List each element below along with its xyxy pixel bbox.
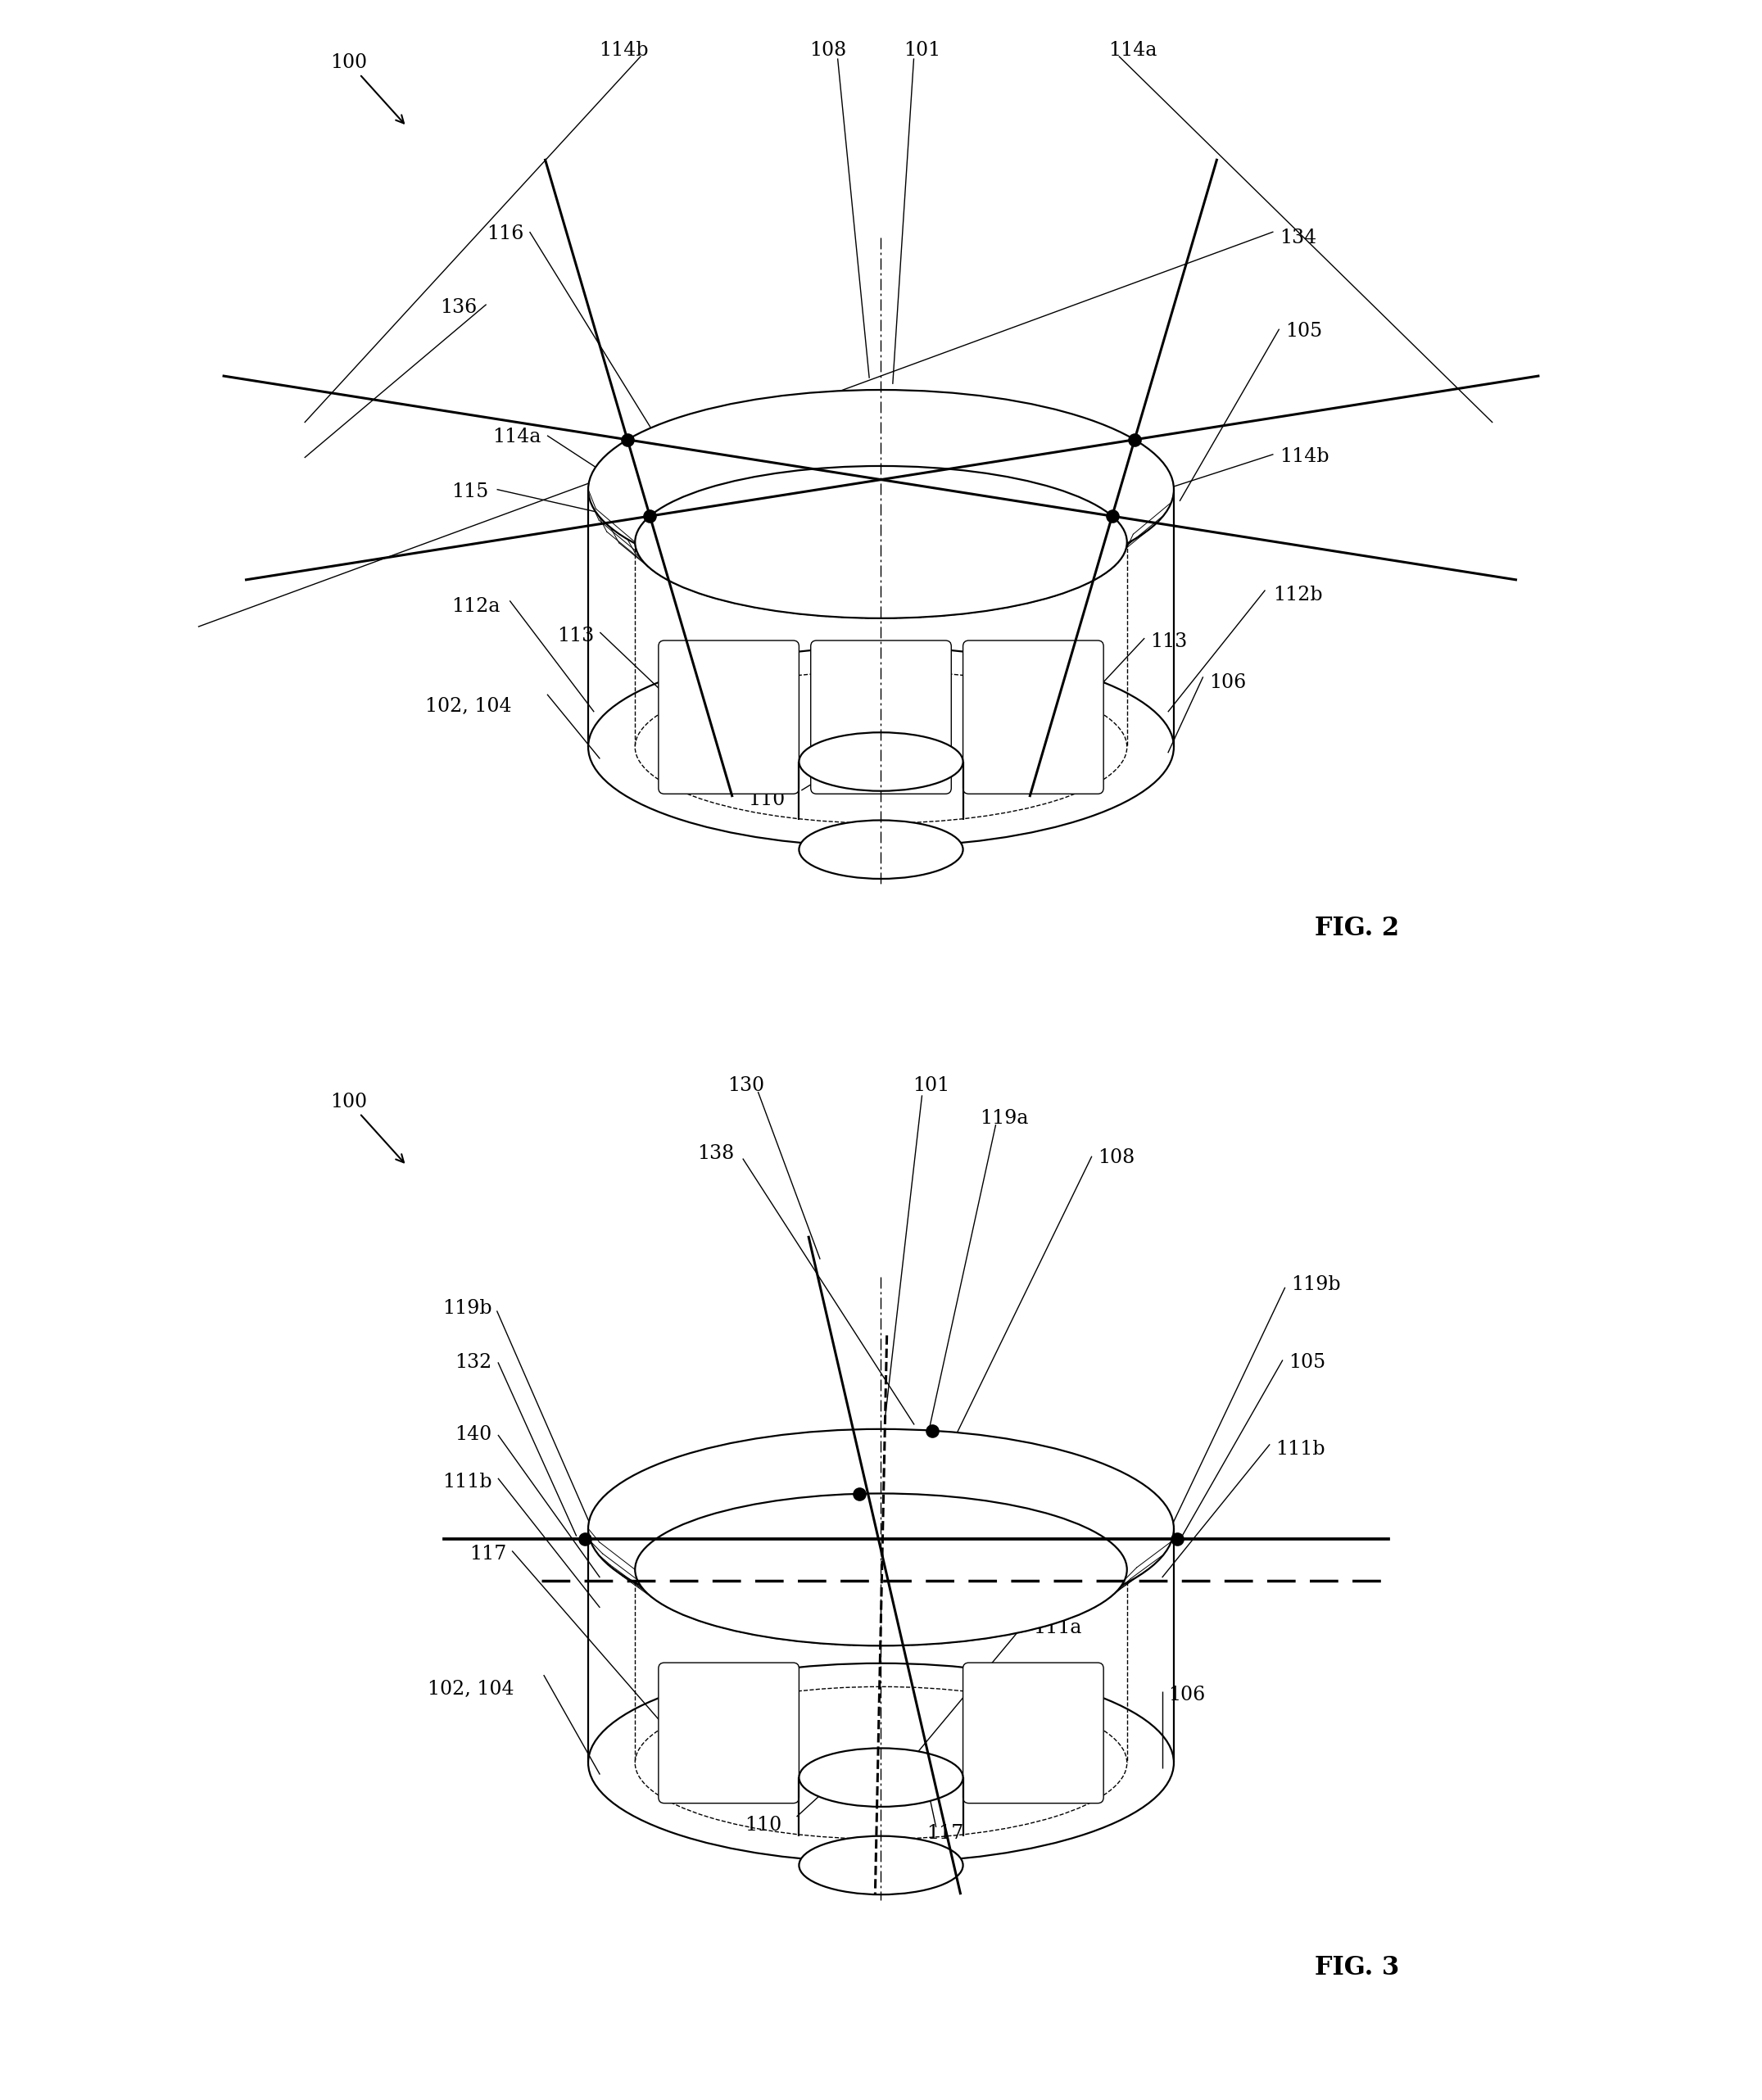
Text: 100: 100 xyxy=(331,1092,403,1163)
Text: 113: 113 xyxy=(557,626,594,645)
Text: 102, 104: 102, 104 xyxy=(426,697,513,716)
Text: 116: 116 xyxy=(486,225,523,244)
Point xyxy=(636,500,664,533)
Point xyxy=(1121,422,1149,456)
Point xyxy=(571,1522,599,1556)
Text: 117: 117 xyxy=(469,1546,506,1564)
Text: 114b: 114b xyxy=(599,40,648,59)
Text: 111b: 111b xyxy=(1276,1441,1325,1457)
Text: 102, 104: 102, 104 xyxy=(428,1680,515,1699)
Ellipse shape xyxy=(798,733,964,792)
FancyBboxPatch shape xyxy=(964,640,1103,794)
Text: 114a: 114a xyxy=(1108,40,1158,59)
Text: 108: 108 xyxy=(811,40,848,59)
Text: 108: 108 xyxy=(1098,1149,1135,1168)
Point xyxy=(1163,1522,1191,1556)
Text: 110: 110 xyxy=(744,1817,781,1833)
Text: 101: 101 xyxy=(904,40,941,59)
Text: 138: 138 xyxy=(698,1145,735,1163)
Text: 117: 117 xyxy=(927,1823,964,1842)
Ellipse shape xyxy=(634,1493,1128,1646)
Text: 119b: 119b xyxy=(1292,1275,1341,1294)
Text: 119a: 119a xyxy=(980,1109,1029,1128)
Text: 119b: 119b xyxy=(442,1300,492,1319)
Ellipse shape xyxy=(634,466,1128,617)
Text: 114a: 114a xyxy=(493,426,541,445)
Text: 113: 113 xyxy=(1151,632,1188,651)
Text: 114b: 114b xyxy=(1279,447,1329,466)
Text: 111b: 111b xyxy=(442,1472,492,1491)
Ellipse shape xyxy=(798,821,964,878)
Ellipse shape xyxy=(589,647,1173,846)
Point xyxy=(613,422,641,456)
Text: 100: 100 xyxy=(331,53,403,124)
Point xyxy=(918,1413,946,1447)
Text: 136: 136 xyxy=(440,298,478,317)
Text: 115: 115 xyxy=(451,483,488,502)
FancyBboxPatch shape xyxy=(659,640,798,794)
Text: 132: 132 xyxy=(455,1352,492,1371)
FancyBboxPatch shape xyxy=(659,1663,798,1804)
Text: 112b: 112b xyxy=(1274,586,1323,605)
Ellipse shape xyxy=(589,391,1173,588)
Text: 105: 105 xyxy=(1288,1352,1325,1371)
Text: 110: 110 xyxy=(747,790,784,808)
Ellipse shape xyxy=(798,1835,964,1894)
Ellipse shape xyxy=(589,1430,1173,1628)
Text: 140: 140 xyxy=(455,1426,492,1445)
FancyBboxPatch shape xyxy=(964,1663,1103,1804)
Text: 101: 101 xyxy=(913,1077,950,1096)
Ellipse shape xyxy=(798,1747,964,1806)
Text: 105: 105 xyxy=(1284,321,1322,340)
Text: 130: 130 xyxy=(728,1077,765,1096)
Text: 112a: 112a xyxy=(451,596,500,615)
FancyBboxPatch shape xyxy=(811,640,951,794)
Text: 106: 106 xyxy=(1209,674,1246,693)
Text: 106: 106 xyxy=(1168,1686,1205,1705)
Text: FIG. 3: FIG. 3 xyxy=(1314,1955,1399,1980)
Point xyxy=(1098,500,1126,533)
Text: FIG. 2: FIG. 2 xyxy=(1314,916,1399,941)
Text: 134: 134 xyxy=(1279,229,1316,248)
Ellipse shape xyxy=(589,1663,1173,1863)
Text: 111a: 111a xyxy=(1033,1619,1082,1638)
Point xyxy=(846,1476,874,1510)
